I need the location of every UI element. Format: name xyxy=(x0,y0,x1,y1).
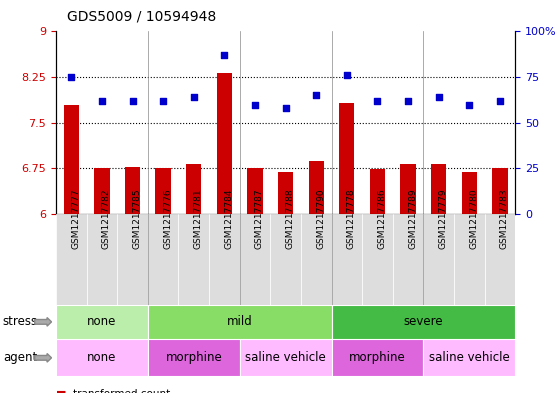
Text: ■: ■ xyxy=(56,389,67,393)
Point xyxy=(342,72,351,79)
Bar xyxy=(309,161,324,214)
Text: GSM1217784: GSM1217784 xyxy=(225,189,234,249)
Text: agent: agent xyxy=(3,351,37,364)
Text: stress: stress xyxy=(3,315,38,329)
Bar xyxy=(393,214,423,305)
Bar xyxy=(454,214,484,305)
Bar xyxy=(400,164,416,214)
Bar xyxy=(148,214,179,305)
Text: GSM1217780: GSM1217780 xyxy=(469,188,478,249)
Bar xyxy=(423,214,454,305)
Text: saline vehicle: saline vehicle xyxy=(429,351,510,364)
Bar xyxy=(94,169,110,214)
Bar xyxy=(370,169,385,214)
Text: none: none xyxy=(87,351,116,364)
Text: GDS5009 / 10594948: GDS5009 / 10594948 xyxy=(67,10,217,24)
Bar xyxy=(125,167,140,214)
Text: severe: severe xyxy=(404,315,443,329)
Bar xyxy=(248,169,263,214)
Bar xyxy=(179,214,209,305)
Bar xyxy=(240,339,332,376)
Text: GSM1217787: GSM1217787 xyxy=(255,188,264,249)
Point xyxy=(189,94,198,100)
Point xyxy=(281,105,290,111)
Bar xyxy=(117,214,148,305)
Text: GSM1217786: GSM1217786 xyxy=(377,188,386,249)
Text: morphine: morphine xyxy=(349,351,406,364)
Bar xyxy=(431,164,446,214)
Point xyxy=(67,74,76,80)
Bar xyxy=(332,214,362,305)
Point xyxy=(312,92,321,99)
Point xyxy=(158,98,167,104)
Bar xyxy=(332,339,423,376)
Text: mild: mild xyxy=(227,315,253,329)
Bar xyxy=(186,164,202,214)
Text: GSM1217783: GSM1217783 xyxy=(500,188,509,249)
Bar xyxy=(56,305,148,339)
Bar xyxy=(461,171,477,214)
Bar xyxy=(56,214,87,305)
Bar xyxy=(217,73,232,214)
Text: GSM1217790: GSM1217790 xyxy=(316,188,325,249)
Point xyxy=(250,101,259,108)
Text: transformed count: transformed count xyxy=(73,389,170,393)
Text: GSM1217789: GSM1217789 xyxy=(408,188,417,249)
Text: GSM1217785: GSM1217785 xyxy=(133,188,142,249)
Bar xyxy=(301,214,332,305)
Bar xyxy=(87,214,117,305)
Text: GSM1217777: GSM1217777 xyxy=(71,188,80,249)
Bar xyxy=(362,214,393,305)
Point xyxy=(373,98,382,104)
Text: morphine: morphine xyxy=(165,351,222,364)
Text: saline vehicle: saline vehicle xyxy=(245,351,326,364)
Text: GSM1217781: GSM1217781 xyxy=(194,188,203,249)
Point xyxy=(404,98,413,104)
Bar xyxy=(423,339,515,376)
Text: GSM1217782: GSM1217782 xyxy=(102,189,111,249)
Bar xyxy=(332,305,515,339)
Bar xyxy=(148,305,332,339)
Point xyxy=(465,101,474,108)
Bar xyxy=(56,339,148,376)
Text: GSM1217776: GSM1217776 xyxy=(163,188,172,249)
Bar xyxy=(148,339,240,376)
Point xyxy=(220,52,229,58)
Text: GSM1217778: GSM1217778 xyxy=(347,188,356,249)
Text: GSM1217788: GSM1217788 xyxy=(286,188,295,249)
Text: none: none xyxy=(87,315,116,329)
Point xyxy=(128,98,137,104)
Bar xyxy=(156,168,171,214)
Bar xyxy=(339,103,354,214)
Text: GSM1217779: GSM1217779 xyxy=(438,188,447,249)
Bar xyxy=(278,171,293,214)
Bar xyxy=(270,214,301,305)
Bar xyxy=(484,214,515,305)
Bar xyxy=(209,214,240,305)
Bar xyxy=(64,105,79,214)
Bar xyxy=(240,214,270,305)
Point xyxy=(97,98,106,104)
Point xyxy=(496,98,505,104)
Point xyxy=(434,94,443,100)
Bar xyxy=(492,169,507,214)
